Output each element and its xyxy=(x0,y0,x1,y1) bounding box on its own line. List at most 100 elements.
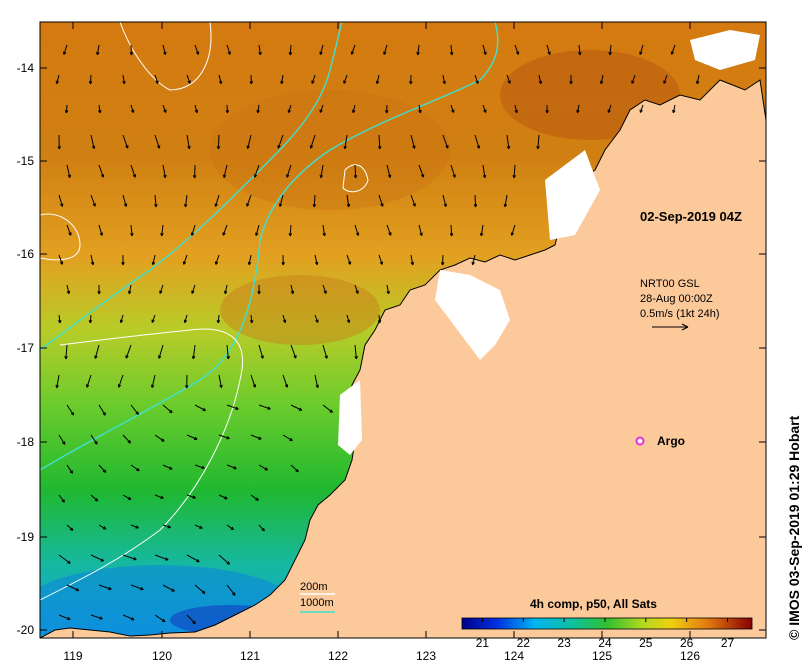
current-arrow xyxy=(127,284,132,295)
current-arrow xyxy=(569,74,573,85)
current-arrow xyxy=(312,194,317,208)
current-arrow xyxy=(194,464,205,470)
current-arrow xyxy=(249,314,254,324)
current-arrow xyxy=(86,374,92,388)
current-arrow xyxy=(670,44,676,55)
lat-tick-label: -17 xyxy=(17,341,35,355)
current-arrow xyxy=(290,284,295,295)
current-arrow xyxy=(354,344,358,360)
current-arrow xyxy=(226,344,230,360)
current-arrow xyxy=(154,134,161,149)
current-vectors xyxy=(55,44,700,625)
current-arrow xyxy=(57,134,62,150)
current-arrow xyxy=(288,224,293,237)
lat-tick-label: -18 xyxy=(17,435,35,449)
current-arrow xyxy=(506,74,511,84)
isobath-1000m xyxy=(40,22,499,471)
current-arrow xyxy=(538,74,543,85)
current-arrow xyxy=(282,434,293,442)
current-arrow xyxy=(194,404,207,412)
current-arrow xyxy=(218,74,223,85)
current-arrow xyxy=(258,524,265,532)
current-arrow xyxy=(90,134,96,149)
current-arrow xyxy=(253,164,260,178)
current-arrow xyxy=(545,104,549,114)
current-arrow xyxy=(151,314,156,323)
lon-tick-label: 125 xyxy=(592,649,612,663)
current-arrow xyxy=(129,44,134,56)
current-source: NRT00 GSL xyxy=(640,278,700,290)
current-arrow xyxy=(280,74,284,85)
lon-tick-label: 121 xyxy=(240,649,260,663)
current-arrow xyxy=(258,44,262,56)
current-arrow xyxy=(608,44,612,56)
current-arrow xyxy=(216,314,221,324)
current-arrow xyxy=(216,134,221,150)
current-arrow xyxy=(546,44,551,55)
current-arrow xyxy=(162,404,173,414)
current-arrow xyxy=(218,374,223,389)
no-data-area xyxy=(435,270,510,360)
current-arrow xyxy=(66,164,71,179)
current-arrow xyxy=(130,524,139,529)
lat-tick-label: -16 xyxy=(17,247,35,261)
colorbar-tick-label: 26 xyxy=(680,636,694,650)
current-arrow xyxy=(639,104,644,113)
current-arrow xyxy=(98,224,104,236)
current-arrow xyxy=(66,524,74,531)
lon-tick-label: 120 xyxy=(152,649,172,663)
current-arrow xyxy=(186,134,191,150)
current-arrow xyxy=(346,254,352,265)
current-arrow xyxy=(314,314,319,323)
current-arrow xyxy=(256,104,260,114)
current-arrow xyxy=(449,224,454,237)
current-arrow xyxy=(249,74,254,85)
current-arrow xyxy=(55,74,60,85)
current-arrow xyxy=(377,134,382,150)
current-arrow xyxy=(247,254,252,266)
current-arrow xyxy=(57,314,62,324)
current-arrow xyxy=(386,224,392,236)
current-arrow xyxy=(536,134,540,150)
isobath-200m xyxy=(342,164,369,193)
current-arrow xyxy=(442,134,449,149)
current-arrow xyxy=(319,44,324,55)
current-scale-arrow xyxy=(652,323,689,331)
current-arrow xyxy=(257,284,261,295)
current-arrow xyxy=(130,464,140,472)
current-arrow xyxy=(90,434,98,445)
current-arrow xyxy=(122,434,131,444)
current-arrow xyxy=(130,164,137,178)
current-arrow xyxy=(378,194,384,207)
no-data-area xyxy=(338,380,362,455)
current-arrow xyxy=(66,584,80,592)
current-arrow xyxy=(442,74,446,85)
current-arrow xyxy=(64,104,69,114)
current-arrow xyxy=(190,224,196,236)
current-arrow xyxy=(418,104,422,114)
current-arrow xyxy=(186,554,200,563)
current-arrow xyxy=(130,404,139,415)
colorbar-tick-label: 27 xyxy=(721,636,735,650)
no-data-area xyxy=(545,150,600,240)
current-arrow xyxy=(442,194,448,207)
current-arrow xyxy=(66,224,72,236)
warm-patch xyxy=(220,275,380,345)
current-arrow xyxy=(66,404,75,416)
current-arrow xyxy=(97,284,101,295)
map-frame xyxy=(39,21,767,639)
current-arrow xyxy=(250,434,262,440)
current-arrow xyxy=(418,164,425,178)
axis-ticks: 119 120 121 122 123 124 125 126 -14 -15 -16 -17 -18 -… xyxy=(17,22,766,663)
isobath-200m xyxy=(119,22,212,91)
current-arrow xyxy=(474,134,481,149)
current-arrow xyxy=(98,404,106,416)
lat-tick-label: -15 xyxy=(17,154,35,168)
current-arrow xyxy=(474,74,479,84)
current-arrow xyxy=(119,314,124,324)
current-arrow xyxy=(55,374,60,389)
current-arrow xyxy=(695,74,700,85)
lon-tick-label: 123 xyxy=(416,649,436,663)
credit-text: © IMOS 03-Sep-2019 01:29 Hobart xyxy=(786,415,802,640)
current-arrow xyxy=(314,254,319,266)
